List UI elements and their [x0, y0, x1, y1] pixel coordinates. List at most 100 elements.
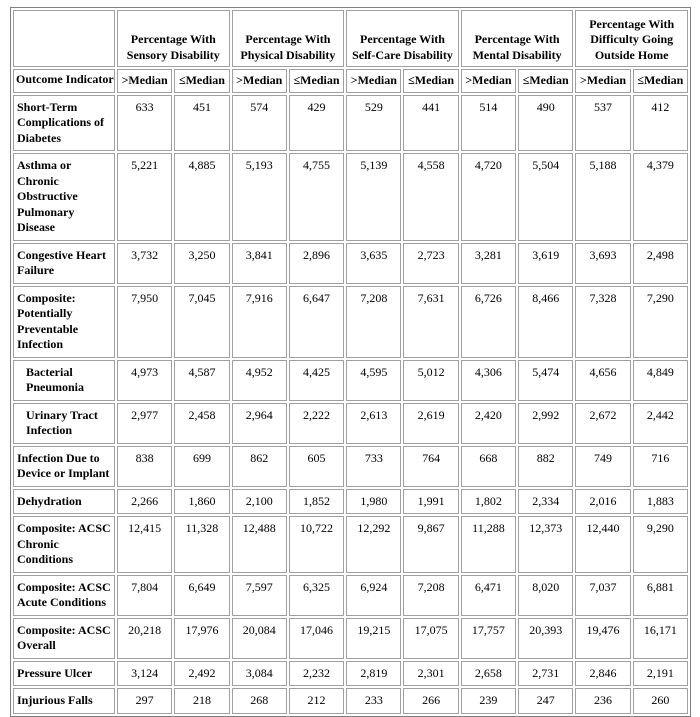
- cell-value: 3,084: [231, 660, 287, 686]
- cell-value: 429: [288, 94, 345, 151]
- cell-value: 6,726: [460, 285, 517, 358]
- cell-value: 764: [403, 445, 459, 487]
- cell-value: 1,991: [403, 488, 459, 514]
- cell-value: 7,916: [231, 285, 287, 358]
- cell-value: 2,266: [117, 488, 173, 514]
- cell-value: 4,595: [346, 359, 402, 401]
- cell-value: 2,992: [518, 402, 574, 444]
- cell-value: 6,647: [288, 285, 345, 358]
- cell-value: 2,442: [632, 402, 688, 444]
- cell-value: 17,757: [460, 617, 517, 659]
- cell-value: 6,924: [346, 574, 402, 616]
- cell-value: 9,290: [632, 516, 688, 573]
- subheader: >Median: [117, 69, 173, 93]
- cell-value: 12,488: [231, 516, 287, 573]
- cell-value: 5,474: [518, 359, 574, 401]
- cell-value: 2,100: [231, 488, 287, 514]
- cell-value: 236: [575, 688, 631, 714]
- cell-value: 574: [231, 94, 287, 151]
- cell-value: 2,191: [632, 660, 688, 686]
- cell-value: 5,012: [403, 359, 459, 401]
- group-header: Percentage With Difficulty Going Outside…: [575, 10, 688, 67]
- cell-value: 5,221: [117, 153, 173, 241]
- cell-value: 5,139: [346, 153, 402, 241]
- cell-value: 838: [117, 445, 173, 487]
- cell-value: 4,558: [403, 153, 459, 241]
- table-row: Short-Term Complications of Diabetes 633 4…: [13, 94, 688, 151]
- cell-value: 239: [460, 688, 517, 714]
- cell-value: 260: [632, 688, 688, 714]
- cell-value: 19,476: [575, 617, 631, 659]
- subheader: >Median: [231, 69, 287, 93]
- row-label: Composite: Potentially Preventable Infec…: [13, 285, 115, 358]
- cell-value: 2,846: [575, 660, 631, 686]
- table-row: Pressure Ulcer 3,124 2,492 3,084 2,232 2,819 2…: [13, 660, 688, 686]
- cell-value: 12,292: [346, 516, 402, 573]
- cell-value: 6,325: [288, 574, 345, 616]
- cell-value: 16,171: [632, 617, 688, 659]
- cell-value: 605: [288, 445, 345, 487]
- table-row: Composite: ACSC Chronic Conditions 12,415…: [13, 516, 688, 573]
- cell-value: 514: [460, 94, 517, 151]
- cell-value: 5,504: [518, 153, 574, 241]
- table-row: Composite: ACSC Overall 20,218 17,976 20,08…: [13, 617, 688, 659]
- cell-value: 1,883: [632, 488, 688, 514]
- cell-value: 1,802: [460, 488, 517, 514]
- cell-value: 4,306: [460, 359, 517, 401]
- cell-value: 233: [346, 688, 402, 714]
- cell-value: 2,964: [231, 402, 287, 444]
- table-row: Asthma or Chronic Obstructive Pulmonary …: [13, 153, 688, 241]
- row-label: Composite: ACSC Overall: [13, 617, 115, 659]
- cell-value: 4,656: [575, 359, 631, 401]
- cell-value: 2,016: [575, 488, 631, 514]
- cell-value: 882: [518, 445, 574, 487]
- row-label: Asthma or Chronic Obstructive Pulmonary …: [13, 153, 115, 241]
- cell-value: 2,498: [632, 242, 688, 284]
- cell-value: 2,222: [288, 402, 345, 444]
- table-row: Dehydration 2,266 1,860 2,100 1,852 1,980 1,99…: [13, 488, 688, 514]
- table-wrapper: Percentage With Sensory Disability Percen…: [10, 7, 691, 717]
- cell-value: 3,281: [460, 242, 517, 284]
- cell-value: 6,881: [632, 574, 688, 616]
- cell-value: 8,020: [518, 574, 574, 616]
- cell-value: 2,619: [403, 402, 459, 444]
- row-label: Infection Due to Device or Implant: [13, 445, 115, 487]
- cell-value: 297: [117, 688, 173, 714]
- cell-value: 8,466: [518, 285, 574, 358]
- cell-value: 529: [346, 94, 402, 151]
- cell-value: 3,250: [174, 242, 230, 284]
- cell-value: 3,635: [346, 242, 402, 284]
- cell-value: 4,885: [174, 153, 230, 241]
- cell-value: 749: [575, 445, 631, 487]
- cell-value: 1,980: [346, 488, 402, 514]
- corner-cell: [13, 10, 115, 67]
- table-row: Injurious Falls 297 218 268 212 233 266 239 247 2…: [13, 688, 688, 714]
- table-row: Composite: Potentially Preventable Infec…: [13, 285, 688, 358]
- subheader: >Median: [575, 69, 631, 93]
- cell-value: 2,658: [460, 660, 517, 686]
- cell-value: 9,867: [403, 516, 459, 573]
- cell-value: 4,379: [632, 153, 688, 241]
- cell-value: 266: [403, 688, 459, 714]
- cell-value: 537: [575, 94, 631, 151]
- cell-value: 20,218: [117, 617, 173, 659]
- row-label: Pressure Ulcer: [13, 660, 115, 686]
- cell-value: 5,193: [231, 153, 287, 241]
- cell-value: 490: [518, 94, 574, 151]
- cell-value: 7,045: [174, 285, 230, 358]
- cell-value: 7,208: [346, 285, 402, 358]
- cell-value: 1,860: [174, 488, 230, 514]
- cell-value: 4,973: [117, 359, 173, 401]
- cell-value: 7,597: [231, 574, 287, 616]
- cell-value: 7,631: [403, 285, 459, 358]
- cell-value: 4,425: [288, 359, 345, 401]
- cell-value: 451: [174, 94, 230, 151]
- cell-value: 17,046: [288, 617, 345, 659]
- cell-value: 7,804: [117, 574, 173, 616]
- cell-value: 2,301: [403, 660, 459, 686]
- cell-value: 6,649: [174, 574, 230, 616]
- cell-value: 862: [231, 445, 287, 487]
- cell-value: 2,613: [346, 402, 402, 444]
- cell-value: 3,693: [575, 242, 631, 284]
- group-header-row: Percentage With Sensory Disability Percen…: [13, 10, 688, 67]
